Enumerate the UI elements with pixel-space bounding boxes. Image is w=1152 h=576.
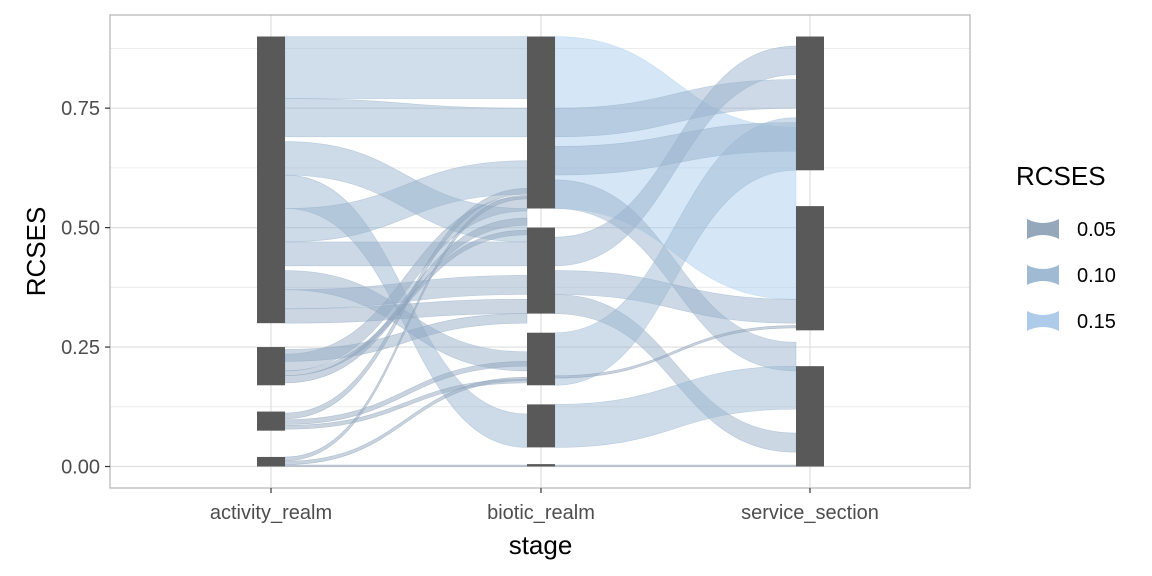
stratum-bar <box>527 227 555 314</box>
x-tick-label: biotic_realm <box>487 502 595 524</box>
stratum-bar <box>527 404 555 448</box>
stratum-bar <box>527 36 555 209</box>
y-tick-label: 0.25 <box>61 337 100 359</box>
flow-ribbon <box>284 313 528 362</box>
stratum-bar <box>257 347 285 386</box>
flow-ribbon <box>554 464 797 467</box>
y-tick-label: 0.50 <box>61 218 100 240</box>
stratum-bar <box>527 464 555 467</box>
y-axis-title: RCSES <box>21 207 51 297</box>
stratum-bar <box>257 411 285 431</box>
legend-entry-label: 0.15 <box>1077 311 1116 333</box>
stratum-bar <box>796 206 824 331</box>
legend-title: RCSES <box>1016 161 1106 191</box>
x-tick-label: activity_realm <box>210 502 332 524</box>
legend-key-swatch <box>1027 311 1059 331</box>
legend-entry-label: 0.10 <box>1077 265 1116 287</box>
panel-border <box>109 14 971 489</box>
x-axis: activity_realm biotic_realm service_sectio… <box>210 488 879 524</box>
y-tick-label: 0.00 <box>61 457 100 479</box>
stratum-bar <box>796 366 824 467</box>
legend-key-swatch <box>1027 219 1059 239</box>
x-tick-label: service_section <box>741 502 879 524</box>
flow-ribbon <box>284 464 528 467</box>
legend: RCSES 0.05 0.10 0.15 <box>1016 161 1116 333</box>
stratum-bar <box>796 36 824 171</box>
stratum-bar <box>257 36 285 324</box>
y-axis: 0.00 0.25 0.50 0.75 <box>61 98 110 479</box>
stratum-bars <box>257 36 824 467</box>
stratum-bar <box>527 332 555 386</box>
stratum-bar <box>257 456 285 467</box>
legend-entry-label: 0.05 <box>1077 219 1116 241</box>
flow-ribbon <box>284 196 528 372</box>
y-tick-label: 0.75 <box>61 98 100 120</box>
flow-ribbon <box>284 241 528 267</box>
flow-ribbon <box>554 117 797 386</box>
flow-ribbon <box>284 36 528 99</box>
flow-ribbons <box>284 36 797 467</box>
legend-key-swatch <box>1027 265 1059 285</box>
x-axis-title: stage <box>509 530 573 560</box>
